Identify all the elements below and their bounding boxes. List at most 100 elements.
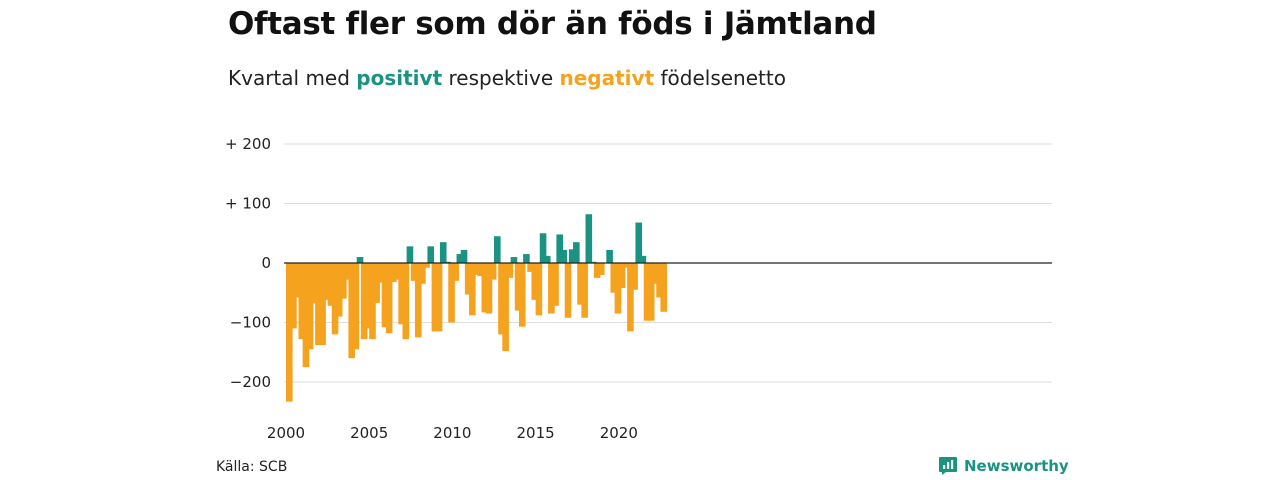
y-tick-label: + 100 <box>225 195 271 213</box>
y-tick-label: −200 <box>230 373 271 391</box>
bar <box>647 263 655 321</box>
x-tick-label: 2000 <box>267 424 305 442</box>
bar <box>423 263 430 268</box>
bar <box>435 263 443 332</box>
bar <box>464 263 472 295</box>
bar <box>344 263 351 280</box>
bar <box>585 214 593 263</box>
bar <box>485 263 493 314</box>
bar <box>593 263 601 278</box>
brand-name: Newsworthy <box>964 457 1069 475</box>
bar <box>286 263 293 402</box>
bar <box>398 263 405 325</box>
bar <box>635 222 643 263</box>
subtitle-middle: respektive <box>448 66 554 90</box>
bar <box>431 263 439 332</box>
subtitle-positive-word: positivt <box>356 66 443 90</box>
bar <box>564 263 572 318</box>
bar <box>360 263 368 340</box>
bar <box>414 263 422 338</box>
bar <box>598 263 605 275</box>
bar <box>352 263 360 350</box>
bar <box>331 263 339 335</box>
bar <box>510 257 518 263</box>
bar <box>568 249 576 263</box>
bar <box>298 263 306 340</box>
bar <box>327 263 335 306</box>
bar <box>606 249 613 263</box>
bar <box>535 263 543 316</box>
bar <box>622 263 630 268</box>
x-tick-label: 2015 <box>517 424 555 442</box>
bar <box>460 249 468 263</box>
bar <box>560 249 568 263</box>
bar <box>539 233 547 263</box>
bar <box>518 263 526 327</box>
source-note: Källa: SCB <box>216 459 288 475</box>
bar <box>315 263 322 346</box>
x-tick-label: 2010 <box>433 424 471 442</box>
bar <box>523 254 530 263</box>
bar <box>340 263 347 299</box>
chart-title: Oftast fler som dör än föds i Jämtland <box>228 6 877 42</box>
bar <box>323 263 331 300</box>
bar <box>402 263 410 340</box>
subtitle-negative-word: negativt <box>559 66 655 90</box>
bar <box>489 263 497 280</box>
bar <box>356 257 364 263</box>
x-tick-label: 2005 <box>350 424 388 442</box>
bar <box>469 263 476 316</box>
bar <box>290 263 297 329</box>
bar <box>656 263 663 298</box>
bar <box>385 263 393 334</box>
y-tick-label: −100 <box>230 314 271 332</box>
bar <box>581 263 588 318</box>
bar <box>377 263 385 283</box>
bar <box>527 263 534 272</box>
y-tick-label: 0 <box>261 254 271 272</box>
bar <box>439 242 447 263</box>
bar <box>573 242 580 263</box>
bar <box>627 263 634 332</box>
bar <box>381 263 389 328</box>
bar <box>494 236 501 263</box>
bar <box>306 263 314 350</box>
y-tick-label: + 200 <box>225 135 271 153</box>
bar <box>294 263 301 298</box>
bar <box>502 263 509 352</box>
newsworthy-logo-icon <box>939 457 957 475</box>
bar <box>531 263 539 300</box>
bar <box>643 263 651 321</box>
bar <box>552 263 559 306</box>
bar <box>514 263 522 311</box>
bar <box>373 263 380 303</box>
bar <box>618 263 626 288</box>
bar <box>390 263 397 283</box>
subtitle-prefix: Kvartal med <box>228 66 350 90</box>
bar <box>660 263 667 312</box>
subtitle-suffix: födelsenetto <box>660 66 786 90</box>
bar <box>543 255 551 263</box>
bar <box>614 263 622 314</box>
bar <box>365 263 372 329</box>
bar <box>631 263 638 290</box>
bar <box>498 263 505 335</box>
bar <box>348 263 355 359</box>
bar <box>610 263 618 293</box>
bar <box>652 263 659 284</box>
bar <box>310 263 318 304</box>
bar <box>419 263 426 284</box>
bar <box>427 246 435 263</box>
chart-subtitle: Kvartal med positivt respektive negativt… <box>228 66 786 90</box>
bar <box>481 263 489 313</box>
bar <box>406 246 414 263</box>
bar <box>452 263 459 281</box>
bar <box>410 263 418 281</box>
bar <box>577 263 584 305</box>
bar <box>369 263 376 340</box>
bar <box>556 234 563 263</box>
x-tick-label: 2020 <box>600 424 638 442</box>
bar <box>335 263 343 317</box>
bar <box>639 255 647 263</box>
